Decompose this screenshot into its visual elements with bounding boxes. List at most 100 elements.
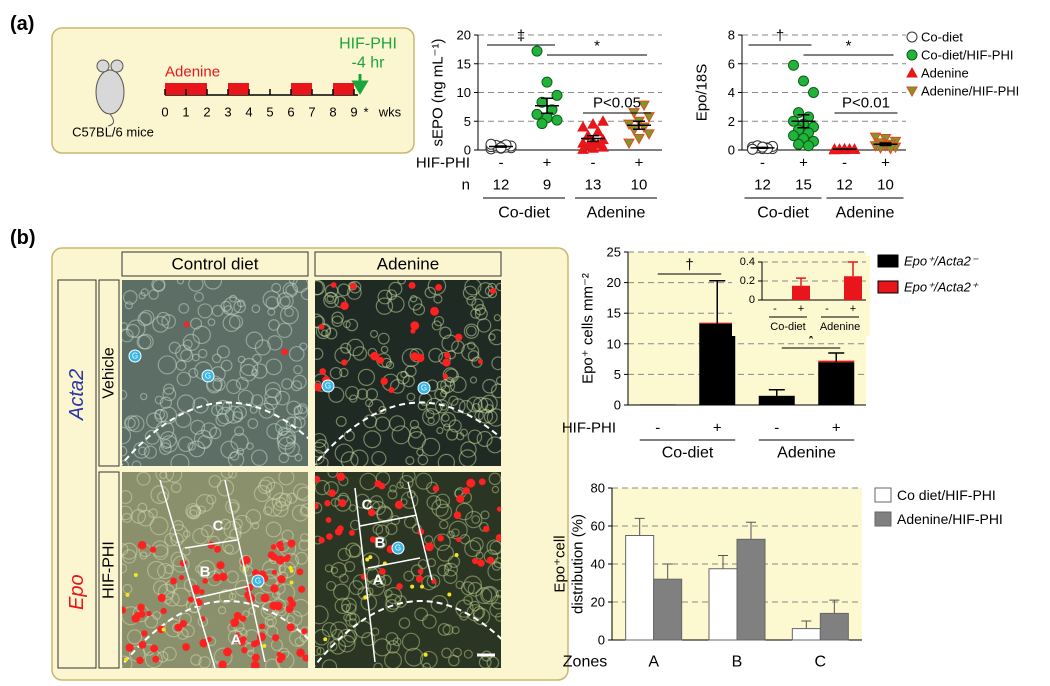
- tissue: [276, 322, 293, 339]
- data-point: [485, 138, 497, 150]
- tissue: [209, 426, 222, 440]
- x-tick-label: +: [798, 303, 804, 315]
- epo-cell: [202, 578, 208, 584]
- tissue: [251, 521, 260, 530]
- tissue: [281, 529, 294, 542]
- x-tick-label: A: [648, 654, 659, 671]
- epo-cell: [137, 541, 147, 550]
- tissue: [443, 423, 451, 431]
- epo-cell: [319, 368, 327, 375]
- timeline-week: 4: [245, 105, 252, 120]
- tissue: [248, 607, 257, 615]
- y-tick-label: 4: [728, 85, 735, 100]
- tissue: [264, 387, 282, 406]
- zone-divider: [184, 539, 238, 549]
- tissue: [327, 472, 338, 478]
- tissue: [491, 485, 500, 494]
- epo-cell: [183, 321, 190, 328]
- tissue: [441, 647, 452, 659]
- tissue: [197, 303, 213, 319]
- tissue: [341, 597, 357, 614]
- micrograph: [315, 472, 501, 668]
- drug-label: HIF-PHI: [339, 36, 397, 53]
- tissue: [442, 624, 454, 636]
- epo-cell: [239, 615, 247, 622]
- legend-marker: [906, 31, 918, 43]
- tissue: [487, 562, 501, 581]
- tissue: [404, 647, 424, 667]
- tissue: [271, 282, 282, 293]
- x-tick-label: +: [832, 420, 841, 437]
- tissue: [233, 405, 247, 420]
- tissue: [465, 325, 477, 337]
- tissue: [467, 350, 480, 362]
- tissue: [272, 501, 289, 518]
- tissue: [469, 376, 478, 384]
- epo-cell: [410, 328, 416, 334]
- bar-segment: [699, 323, 736, 405]
- tissue: [122, 389, 128, 400]
- tissue: [245, 509, 262, 525]
- tissue: [460, 581, 475, 596]
- inset-error-bar: [796, 277, 806, 286]
- epo-cell: [415, 575, 424, 583]
- tissue: [461, 342, 480, 361]
- data-point: [531, 108, 543, 120]
- tissue: [437, 564, 450, 577]
- zone-divider: [195, 585, 250, 599]
- tissue: [387, 489, 398, 500]
- tissue: [176, 394, 196, 413]
- epo-cell: [182, 643, 190, 651]
- epo-cell: [267, 551, 276, 559]
- legend-label: Adenine/HIF-PHI: [897, 511, 1003, 527]
- tissue: [407, 430, 426, 450]
- tissue: [197, 560, 216, 579]
- tissue: [332, 583, 350, 601]
- tissue: [151, 280, 166, 292]
- epo-cell: [206, 636, 212, 642]
- tissue: [431, 499, 449, 517]
- sem-bar: [879, 142, 892, 147]
- epo-cell: [326, 533, 333, 540]
- tissue: [234, 426, 245, 437]
- annotation: †: [776, 28, 784, 45]
- tissue: [422, 408, 441, 426]
- y-tick-label: 0: [598, 633, 605, 648]
- data-point: [597, 115, 609, 126]
- tissue: [292, 280, 308, 293]
- tissue: [467, 581, 483, 597]
- tissue: [183, 339, 193, 349]
- tissue: [428, 347, 444, 363]
- error-bar: [634, 517, 645, 536]
- x-axis-label: Zones: [563, 654, 607, 671]
- epo-cell: [432, 485, 440, 492]
- tissue: [448, 395, 459, 406]
- tissue: [451, 626, 460, 635]
- tissue: [482, 378, 497, 394]
- tissue: [170, 551, 187, 568]
- data-point: [643, 112, 655, 123]
- x-tick-label: -: [773, 303, 777, 315]
- legend-label: Adenine: [921, 66, 969, 81]
- tissue: [180, 349, 194, 363]
- epo-cell: [287, 539, 296, 548]
- group-label: Adenine: [777, 445, 836, 462]
- tissue: [324, 291, 337, 305]
- epo-cell: [251, 653, 260, 662]
- epo-cell: [259, 623, 266, 630]
- tissue: [207, 318, 216, 327]
- epo-cell: [462, 487, 470, 495]
- data-point: [587, 118, 599, 129]
- tissue: [490, 383, 501, 399]
- acta2-cell: [289, 568, 294, 573]
- tissue: [446, 428, 459, 441]
- tissue: [493, 557, 501, 569]
- bar: [736, 538, 766, 641]
- inset-bar: [792, 285, 810, 300]
- tissue: [369, 495, 384, 510]
- tissue: [345, 612, 360, 628]
- tissue: [122, 426, 132, 445]
- tissue: [365, 587, 374, 596]
- tissue: [276, 292, 294, 310]
- tissue: [417, 454, 429, 466]
